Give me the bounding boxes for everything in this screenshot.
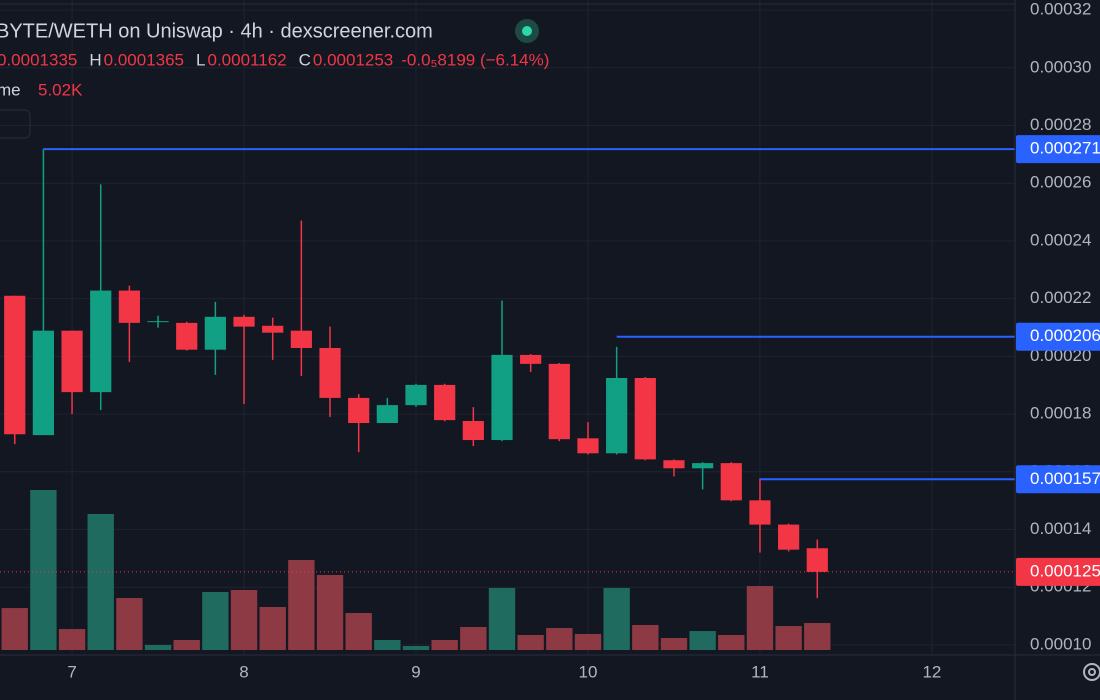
candle-body (176, 322, 198, 350)
candle-body (90, 290, 112, 393)
last-price-box (1016, 557, 1100, 586)
ohlc-value: 0.0001365 (104, 50, 184, 69)
last-price-label: 0.0001253 (1030, 561, 1100, 580)
candle-body (290, 330, 312, 348)
candle-body (663, 460, 685, 469)
candle-body (405, 384, 427, 406)
level-label-box (1016, 322, 1100, 351)
candle-body (491, 354, 513, 441)
volume-bar (775, 626, 802, 650)
volume-bar (230, 590, 258, 650)
volume-bar (144, 645, 172, 650)
x-tick-label: 8 (239, 662, 248, 681)
volume-bar (574, 633, 602, 650)
change-value: -0.0₅8199 (−6.14%) (401, 50, 549, 69)
ohlc-key: L (196, 50, 205, 69)
candle-body (548, 363, 570, 440)
candle-body (32, 330, 54, 436)
candle-body (577, 438, 599, 454)
ohlc-key: H (89, 50, 101, 69)
y-tick-label: 0.00018 (1030, 404, 1091, 423)
volume-bar (488, 588, 516, 650)
x-tick-label: 10 (579, 662, 598, 681)
volume-bar (316, 575, 344, 650)
candle-body (749, 500, 771, 525)
volume-bar (374, 640, 401, 650)
settings-hub[interactable] (1088, 668, 1096, 676)
status-dot (522, 26, 532, 36)
collapse-button[interactable] (0, 109, 31, 139)
volume-bar (746, 586, 774, 650)
volume-bar (202, 591, 229, 650)
candle-body (778, 524, 800, 550)
volume-bar (173, 640, 200, 650)
x-tick-label: 11 (751, 662, 769, 681)
y-tick-label: 0.00024 (1030, 230, 1091, 249)
y-tick-label: 0.00014 (1030, 519, 1091, 538)
volume-bar (718, 635, 745, 650)
candle-body (634, 377, 656, 460)
candle-body (434, 384, 456, 421)
candle-body (4, 295, 26, 435)
candle-body (61, 330, 83, 393)
ohlc-value: 0.0001253 (313, 50, 393, 69)
y-tick-label: 0.00026 (1030, 173, 1091, 192)
settings-gear[interactable] (1083, 663, 1100, 681)
volume-bar (87, 513, 114, 650)
level-label: 0.0001574 (1030, 469, 1100, 488)
volume-bar (804, 623, 831, 650)
candle-body (204, 316, 226, 350)
volume-bar (58, 629, 86, 650)
volume-bar (660, 638, 688, 650)
x-tick-label: 7 (67, 662, 76, 681)
y-tick-label: 0.00028 (1030, 115, 1091, 134)
volume-label: me (0, 80, 21, 99)
volume-bar (632, 625, 659, 650)
volume-bar (288, 560, 315, 650)
volume-bar (431, 640, 458, 650)
volume-bar (546, 628, 573, 650)
volume-bar (603, 588, 630, 650)
y-tick-label: 0.00010 (1030, 634, 1091, 653)
x-tick-label: 12 (922, 662, 941, 681)
volume-bar (517, 635, 544, 650)
volume-bar (116, 598, 143, 650)
candle-body (319, 347, 341, 398)
ohlc-value: 0.0001162 (208, 50, 287, 69)
candle-body (520, 354, 542, 364)
volume-bar (460, 626, 487, 650)
candle-body (806, 548, 828, 572)
volume-bar (259, 606, 286, 650)
level-label-box (1016, 465, 1100, 494)
volume-bar (345, 613, 372, 650)
settings-icon[interactable] (1083, 663, 1100, 681)
ohlc-key: C (299, 50, 311, 69)
volume-bar (689, 631, 716, 650)
level-label-box (1016, 135, 1100, 164)
candle-body (233, 316, 255, 327)
x-tick-label: 9 (411, 662, 420, 681)
candle-body (692, 463, 714, 469)
volume-bar (30, 490, 57, 650)
candle-body (606, 377, 628, 454)
candle-body (118, 290, 140, 323)
candle-body (262, 325, 284, 333)
candle-body (348, 397, 370, 424)
candle-body (376, 405, 398, 424)
level-label: 0.0002718 (1030, 139, 1100, 158)
candle-body (462, 420, 484, 441)
volume-bar (1, 608, 28, 650)
candle-body (720, 463, 742, 501)
candle-body (147, 321, 169, 323)
chart-title: BYTE/WETH on Uniswap · 4h · dexscreener.… (0, 20, 433, 42)
ohlc-value: 0.0001335 (0, 50, 77, 69)
volume-value: 5.02K (38, 80, 83, 99)
y-tick-label: 0.00030 (1030, 57, 1091, 76)
level-label: 0.0002068 (1030, 326, 1100, 345)
y-tick-label: 0.00022 (1030, 288, 1091, 307)
volume-bar (402, 646, 430, 650)
y-tick-label: 0.00032 (1030, 0, 1091, 19)
